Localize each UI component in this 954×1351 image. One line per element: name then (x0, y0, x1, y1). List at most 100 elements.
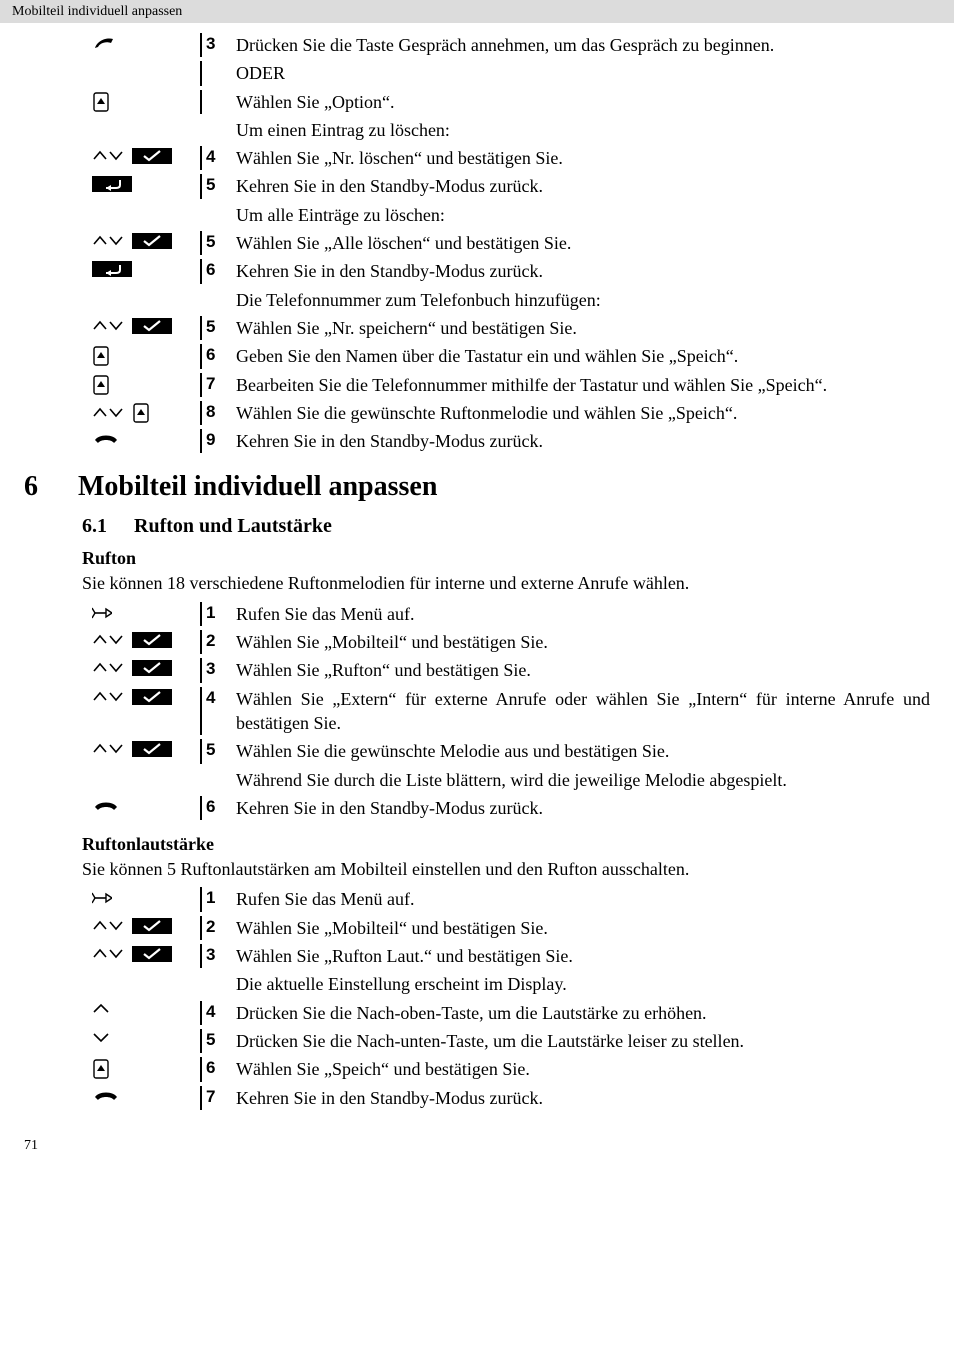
step-number (206, 61, 230, 62)
step-number: 5 (206, 174, 230, 195)
step-number: 2 (206, 630, 230, 651)
step-number: 4 (206, 687, 230, 708)
instruction-icons (82, 90, 200, 112)
instruction-icons (82, 658, 200, 676)
separator (200, 1057, 202, 1081)
sub-intro-text: Die aktuelle Einstellung erscheint im Di… (206, 972, 930, 996)
instruction-row: 6 Kehren Sie in den Standby-Modus zurück… (82, 259, 930, 283)
instruction-row: Wählen Sie „Option“. (82, 90, 930, 114)
step-number: 5 (206, 739, 230, 760)
check-key-icon (132, 148, 172, 164)
step-number: 1 (206, 602, 230, 623)
step-number: 4 (206, 146, 230, 167)
instruction-row: 1 Rufen Sie das Menü auf. (82, 887, 930, 911)
page-header-text: Mobilteil individuell anpassen (12, 4, 182, 19)
step-text: Wählen Sie „Nr. speichern“ und bestätige… (230, 316, 930, 340)
ruflaut-title: Ruftonlautstärke (82, 834, 930, 855)
separator (200, 316, 202, 340)
check-key-icon (132, 689, 172, 705)
updown-icon (92, 633, 124, 647)
instruction-icons (82, 316, 200, 334)
separator (200, 401, 202, 425)
step-text: Wählen Sie die gewünschte Ruftonmelodie … (230, 401, 930, 425)
instruction-row: 6 Wählen Sie „Speich“ und bestätigen Sie… (82, 1057, 930, 1081)
sub-intro: Die aktuelle Einstellung erscheint im Di… (82, 972, 930, 996)
sub-intro-text: Während Sie durch die Liste blättern, wi… (206, 768, 930, 792)
step-text: Wählen Sie „Rufton Laut.“ und bestätigen… (230, 944, 930, 968)
section-heading: 6Mobilteil individuell anpassen (24, 471, 930, 503)
instruction-icons (82, 344, 200, 366)
step-number: 7 (206, 373, 230, 394)
instruction-icons (82, 944, 200, 962)
subsection-title: Rufton und Lautstärke (134, 515, 332, 537)
page-number: 71 (24, 1138, 954, 1154)
instruction-row: 4 Wählen Sie „Nr. löschen“ und bestätige… (82, 146, 930, 170)
instruction-row: 4 Wählen Sie „Extern“ für externe Anrufe… (82, 687, 930, 736)
ruflaut-intro: Sie können 5 Ruftonlautstärken am Mobilt… (82, 857, 930, 881)
instruction-row: 8 Wählen Sie die gewünschte Ruftonmelodi… (82, 401, 930, 425)
updown-icon (92, 149, 124, 163)
separator (200, 1029, 202, 1053)
hangup-icon (92, 1088, 120, 1102)
section-title: Mobilteil individuell anpassen (78, 471, 437, 502)
sub-intro: Die Telefonnummer zum Telefonbuch hinzuf… (82, 288, 930, 312)
sub-intro: Um alle Einträge zu löschen: (82, 203, 930, 227)
step-text: Drücken Sie die Nach-oben-Taste, um die … (230, 1001, 930, 1025)
instruction-icons (82, 259, 200, 277)
updown-icon (92, 406, 124, 420)
updown-icon (92, 661, 124, 675)
instruction-block-rufton: 1 Rufen Sie das Menü auf. 2 Wählen Sie „… (82, 602, 930, 820)
step-number: 4 (206, 1001, 230, 1022)
step-text: Kehren Sie in den Standby-Modus zurück. (230, 429, 930, 453)
instruction-row: 6 Geben Sie den Namen über die Tastatur … (82, 344, 930, 368)
instruction-icons (82, 373, 200, 395)
step-text: Wählen Sie „Mobilteil“ und bestätigen Si… (230, 630, 930, 654)
back-key-icon (92, 261, 132, 277)
rufton-intro: Sie können 18 verschiedene Ruftonmelodie… (82, 571, 930, 595)
page-content: 3 Drücken Sie die Taste Gespräch annehme… (0, 23, 954, 1110)
separator (200, 887, 202, 911)
instruction-icons (82, 1029, 200, 1043)
separator (200, 796, 202, 820)
instruction-icons (82, 174, 200, 192)
softkey-icon (92, 1059, 110, 1079)
instruction-row: 7 Kehren Sie in den Standby-Modus zurück… (82, 1086, 930, 1110)
separator (200, 231, 202, 255)
step-text: Wählen Sie „Speich“ und bestätigen Sie. (230, 1057, 930, 1081)
step-text: Wählen Sie „Nr. löschen“ und bestätigen … (230, 146, 930, 170)
separator (200, 1086, 202, 1110)
back-key-icon (92, 176, 132, 192)
separator (200, 739, 202, 763)
check-key-icon (132, 660, 172, 676)
check-key-icon (132, 318, 172, 334)
instruction-row: 5 Wählen Sie „Alle löschen“ und bestätig… (82, 231, 930, 255)
instruction-block-1: 3 Drücken Sie die Taste Gespräch annehme… (82, 33, 930, 453)
instruction-icons (82, 796, 200, 812)
instruction-icons (82, 61, 200, 63)
sub-intro: Während Sie durch die Liste blättern, wi… (82, 768, 930, 792)
instruction-icons (82, 401, 200, 423)
instruction-row: 7 Bearbeiten Sie die Telefonnummer mithi… (82, 373, 930, 397)
up-icon (92, 1003, 110, 1015)
instruction-icons (82, 687, 200, 705)
instruction-icons (82, 1057, 200, 1079)
separator (200, 33, 202, 57)
separator (200, 174, 202, 198)
step-number: 8 (206, 401, 230, 422)
separator (200, 658, 202, 682)
updown-icon (92, 319, 124, 333)
down-icon (92, 1031, 110, 1043)
instruction-row: 5 Wählen Sie „Nr. speichern“ und bestäti… (82, 316, 930, 340)
hangup-icon (92, 798, 120, 812)
updown-icon (92, 690, 124, 704)
step-text: Kehren Sie in den Standby-Modus zurück. (230, 796, 930, 820)
step-number: 9 (206, 429, 230, 450)
step-text: Geben Sie den Namen über die Tastatur ei… (230, 344, 930, 368)
softkey-icon (92, 92, 110, 112)
subsection-number: 6.1 (82, 515, 134, 538)
sub-intro: Um einen Eintrag zu löschen: (82, 118, 930, 142)
updown-icon (92, 742, 124, 756)
updown-icon (92, 947, 124, 961)
instruction-block-ruflaut: 1 Rufen Sie das Menü auf. 2 Wählen Sie „… (82, 887, 930, 1109)
step-number: 7 (206, 1086, 230, 1107)
